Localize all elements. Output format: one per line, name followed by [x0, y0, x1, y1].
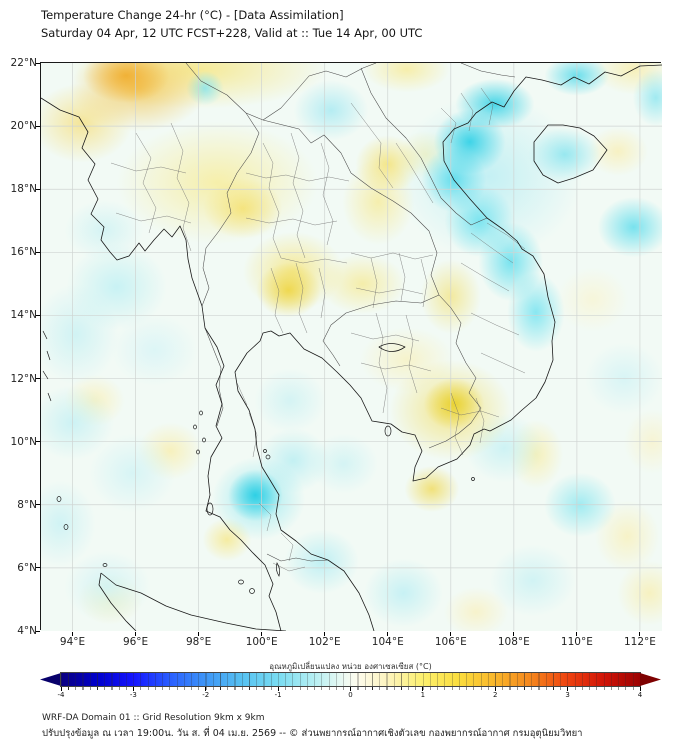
lon-axis-tick: [198, 632, 200, 636]
lat-label: 10°N: [10, 435, 37, 448]
lat-axis-tick: [36, 630, 40, 632]
lon-label: 102°E: [308, 636, 341, 648]
colorbar-major-tick: [567, 687, 569, 691]
temperature-anomaly-field: [41, 63, 662, 631]
colorbar-tick-label: 4: [637, 691, 643, 699]
lon-label: 104°E: [371, 636, 404, 648]
lon-label: 96°E: [122, 636, 149, 648]
lon-label: 94°E: [59, 636, 86, 648]
lat-label: 14°N: [10, 309, 37, 322]
lon-label: 112°E: [623, 636, 656, 648]
lat-label: 22°N: [10, 57, 37, 69]
lat-label: 20°N: [10, 120, 37, 133]
lat-label: 6°N: [17, 561, 37, 574]
lon-axis-tick: [387, 632, 389, 636]
lat-axis-tick: [36, 567, 40, 569]
colorbar-segment-separators: [61, 673, 640, 686]
colorbar-major-tick: [422, 687, 424, 691]
lat-label: 4°N: [17, 625, 37, 637]
lon-axis-tick: [72, 632, 74, 636]
colorbar-major-tick: [494, 687, 496, 691]
lat-axis-tick: [36, 441, 40, 443]
footer: WRF-DA Domain 01 :: Grid Resolution 9km …: [42, 713, 583, 741]
lon-axis-tick: [639, 632, 641, 636]
lon-axis-tick: [135, 632, 137, 636]
lon-axis-tick: [261, 632, 263, 636]
grid-layer: [41, 63, 662, 631]
lat-label: 12°N: [10, 372, 37, 385]
lat-label: 8°N: [17, 498, 37, 511]
lat-axis-tick: [36, 314, 40, 316]
lon-axis-tick: [513, 632, 515, 636]
colorbar-left-arrow: [40, 673, 61, 686]
colorbar-major-tick: [60, 687, 62, 691]
lon-label: 106°E: [434, 636, 467, 648]
geography-layer: [41, 63, 662, 631]
colorbar-gradient-bar: [60, 672, 641, 687]
lat-label: 16°N: [10, 246, 37, 259]
colorbar-tick-label: -1: [274, 691, 282, 699]
colorbar-tick-label: -3: [129, 691, 137, 699]
colorbar: อุณหภูมิเปลี่ยนแปลง หน่วย องศาเซลเซียส (…: [40, 660, 661, 704]
lat-axis-tick: [36, 378, 40, 380]
lat-axis-tick: [36, 125, 40, 127]
colorbar-label: อุณหภูมิเปลี่ยนแปลง หน่วย องศาเซลเซียส (…: [269, 662, 432, 671]
lat-axis-tick: [36, 188, 40, 190]
island-marks: [42, 330, 475, 594]
colorbar-tick-label: 2: [493, 691, 498, 699]
colorbar-right-arrow: [640, 673, 661, 686]
lon-axis-tick: [576, 632, 578, 636]
colorbar-tick-label: -4: [57, 691, 65, 699]
lon-label: 110°E: [560, 636, 593, 648]
footer-model-info: WRF-DA Domain 01 :: Grid Resolution 9km …: [42, 713, 265, 723]
colorbar-major-tick: [205, 687, 207, 691]
lon-label: 108°E: [497, 636, 530, 648]
colorbar-major-tick: [132, 687, 134, 691]
lon-label: 98°E: [185, 636, 212, 648]
chart-subtitle: Saturday 04 Apr, 12 UTC FCST+228, Valid …: [41, 26, 423, 40]
coastline-paths: [41, 64, 662, 631]
country-border-lines: [185, 63, 516, 562]
colorbar-major-tick: [350, 687, 351, 691]
map-panel: 22°N 20°N 18°N 16°N 14°N 12°N 10°N 8°N 6°N 4°N 94°…: [11, 57, 662, 648]
footer-update-info: ปรับปรุงข้อมูล ณ เวลา 19:00น. วัน ส. ที่…: [42, 728, 583, 739]
chart-title: Temperature Change 24-hr (°C) - [Data As…: [41, 8, 344, 22]
lat-axis-tick: [36, 251, 40, 253]
colorbar-tick-label: -2: [202, 691, 210, 699]
lon-axis-tick: [450, 632, 452, 636]
colorbar-major-tick: [639, 687, 641, 691]
lat-axis-tick: [36, 504, 40, 506]
colorbar-tick-label: 3: [565, 691, 570, 699]
province-boundary-lines: [110, 87, 526, 572]
colorbar-tick-label: 1: [420, 691, 426, 699]
colorbar-tick-label: 0: [348, 691, 353, 699]
colorbar-major-tick: [277, 687, 279, 691]
header: Temperature Change 24-hr (°C) - [Data As…: [41, 6, 422, 42]
lon-axis-tick: [324, 632, 326, 636]
lat-axis-tick: [36, 62, 40, 64]
lon-label: 100°E: [245, 636, 278, 648]
lat-label: 18°N: [10, 183, 37, 196]
